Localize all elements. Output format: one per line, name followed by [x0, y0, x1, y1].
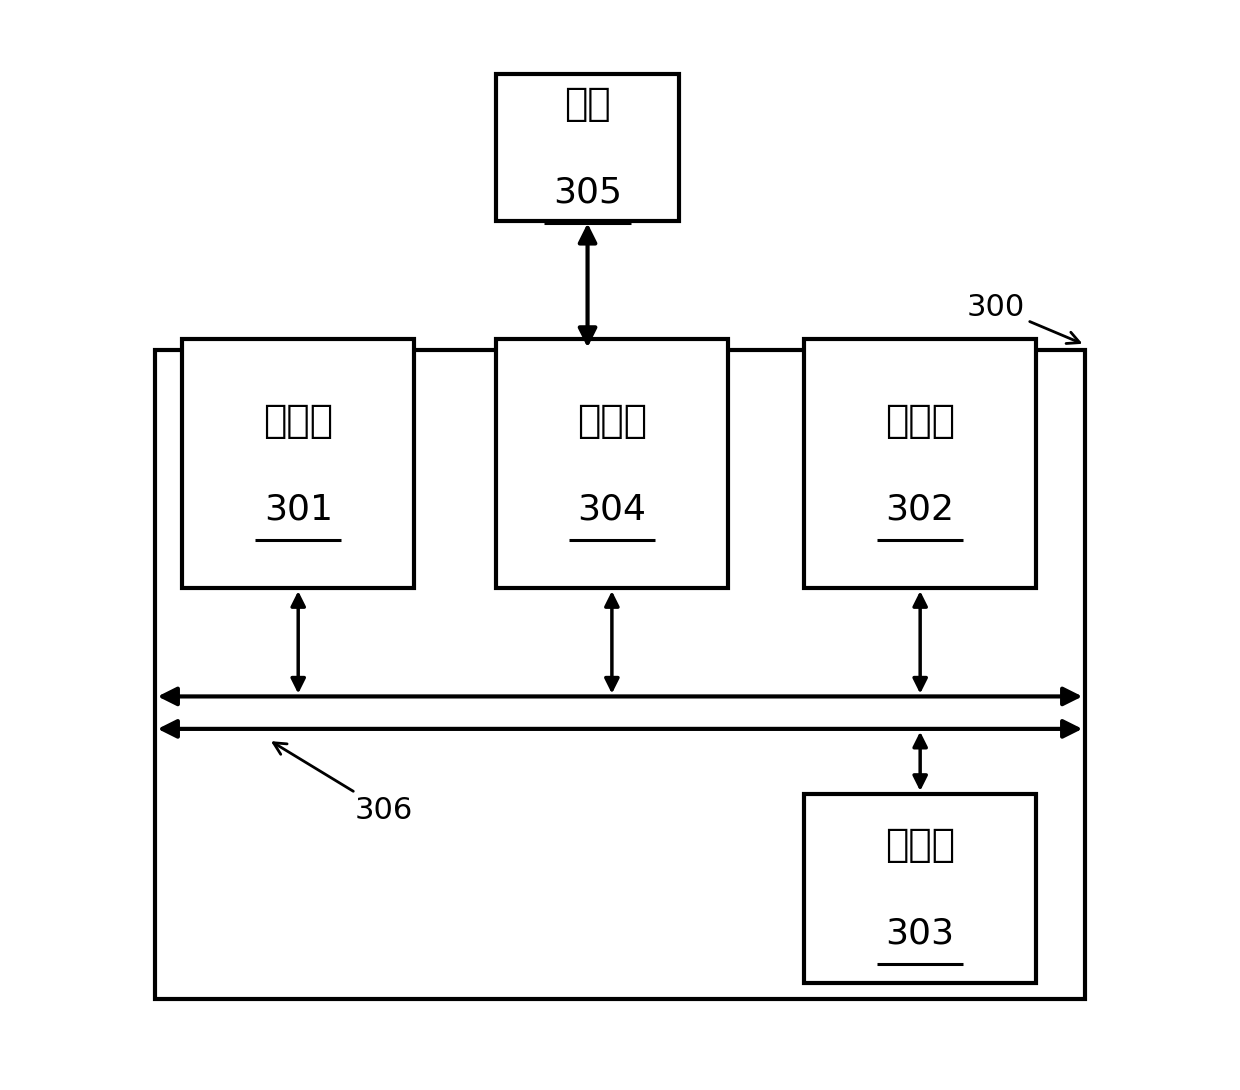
Text: 发射机: 发射机	[263, 401, 334, 439]
Text: 304: 304	[578, 493, 646, 526]
Text: 303: 303	[885, 917, 955, 950]
Text: 存储器: 存储器	[885, 826, 955, 864]
Text: 处理器: 处理器	[885, 401, 955, 439]
Text: 306: 306	[274, 742, 413, 824]
Text: 天线: 天线	[564, 85, 611, 123]
Text: 302: 302	[885, 493, 955, 526]
Bar	[804, 339, 1037, 589]
Text: 301: 301	[264, 493, 332, 526]
Bar	[155, 350, 1085, 1000]
Bar	[496, 74, 680, 220]
Bar	[182, 339, 414, 589]
Text: 接收机: 接收机	[577, 401, 647, 439]
Text: 300: 300	[966, 292, 1080, 343]
Text: 305: 305	[553, 175, 622, 210]
Bar	[804, 794, 1037, 983]
Bar	[496, 339, 728, 589]
